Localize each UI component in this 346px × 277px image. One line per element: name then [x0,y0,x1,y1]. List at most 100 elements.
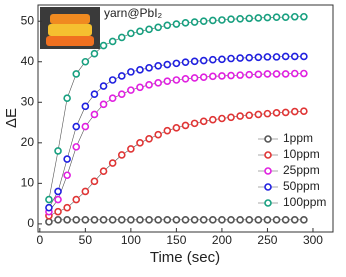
legend-label: 1ppm [283,131,313,145]
data-point [245,70,254,79]
data-point [145,134,153,143]
data-point [136,66,144,74]
data-point [90,49,99,58]
data-point [163,60,172,69]
data-point [72,195,81,204]
data-point [172,76,181,84]
data-point [190,74,199,82]
data-point [127,216,135,224]
data-point [254,216,263,224]
data-point [99,41,108,50]
data-point [209,72,217,81]
data-point [117,90,126,98]
data-point [127,29,135,38]
data-point [81,216,90,224]
data-point [45,195,53,204]
data-point [45,203,53,212]
data-point [272,70,281,78]
data-point [90,90,99,98]
data-point [99,216,108,224]
data-point [254,70,263,79]
data-point [99,100,108,109]
data-point [236,71,244,79]
data-point [127,86,135,94]
annotation: yarn@PbI₂ [104,6,163,20]
data-point [190,216,199,224]
data-point [300,52,308,61]
data-point [272,216,281,224]
data-point [281,216,290,224]
data-point [72,216,81,224]
data-point [117,216,126,224]
y-axis-title: ΔE [3,108,20,128]
legend-label: 25ppm [283,163,320,177]
data-point [199,216,208,224]
data-point [108,94,117,103]
data-point [181,121,190,130]
data-point [218,216,226,224]
data-point [154,23,162,32]
data-point [236,112,244,120]
data-point [254,14,263,22]
data-point [81,57,90,66]
data-point [72,70,81,78]
data-point [81,102,90,111]
data-point [163,77,172,86]
data-point [236,216,244,224]
data-point [145,64,153,72]
data-point [236,14,244,23]
data-point [245,216,254,224]
legend-marker [264,183,272,191]
y-tick-label: 30 [21,94,35,108]
data-point [245,14,254,23]
data-point [199,56,208,65]
data-point [199,17,208,26]
data-point [272,13,281,21]
data-point [136,27,144,36]
data-point [145,25,153,34]
legend-marker [264,135,272,143]
y-tick-label: 40 [21,54,35,68]
data-point [263,216,272,224]
data-point [218,72,226,80]
y-tick-label: 0 [27,216,34,230]
data-point [99,82,108,90]
data-point [117,33,126,42]
x-tick-label: 50 [79,233,93,247]
data-point [172,124,181,132]
data-point [227,216,235,224]
data-point [117,151,126,159]
data-point [263,70,272,78]
data-point [63,155,71,163]
data-point [72,143,81,151]
data-point [263,109,272,118]
data-point [145,216,153,224]
inset-photo [40,7,100,49]
legend-label: 10ppm [283,147,320,161]
data-point [181,58,190,66]
data-point [199,73,208,81]
data-point [209,115,217,124]
data-point [190,57,199,66]
data-point [272,109,281,117]
data-point [227,113,235,122]
data-point [218,114,226,123]
data-point [181,74,190,83]
data-point [227,15,235,23]
data-point [63,203,71,212]
data-point [290,12,299,21]
x-tick-label: 100 [121,233,141,247]
x-tick-label: 0 [36,233,43,247]
data-point [300,216,308,224]
data-point [263,13,272,22]
data-point [90,110,99,119]
data-point [218,55,226,64]
data-point [263,53,272,61]
data-point [154,62,162,70]
legend-marker [264,199,272,207]
data-point [227,71,235,80]
data-point [181,19,190,27]
data-point [245,53,254,62]
data-point [209,55,217,64]
